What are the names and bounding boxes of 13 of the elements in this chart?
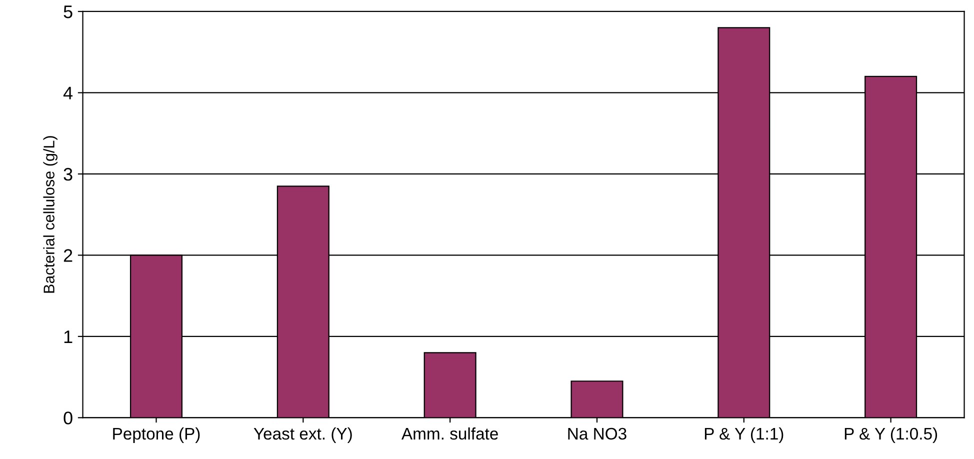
y-tick-label: 5 [64, 6, 72, 18]
y-tick-label: 1 [64, 330, 72, 343]
y-axis-title: Bacterial cellulose (g/L) [43, 136, 58, 293]
y-tick-label: 0 [64, 412, 72, 424]
x-tick-label: Peptone (P) [113, 427, 200, 443]
x-tick-label: Na NO3 [568, 428, 626, 440]
x-tick-label: Yeast ext. (Y) [254, 427, 352, 443]
x-tick-label: P & Y (1:0.5) [844, 427, 938, 443]
y-tick-label: 4 [63, 86, 73, 100]
x-tick-label: Amm. sulfate [401, 427, 498, 440]
x-tick-label: P & Y (1:1) [704, 427, 784, 443]
y-tick-label: 2 [64, 249, 72, 262]
y-tick-label: 3 [64, 168, 72, 181]
